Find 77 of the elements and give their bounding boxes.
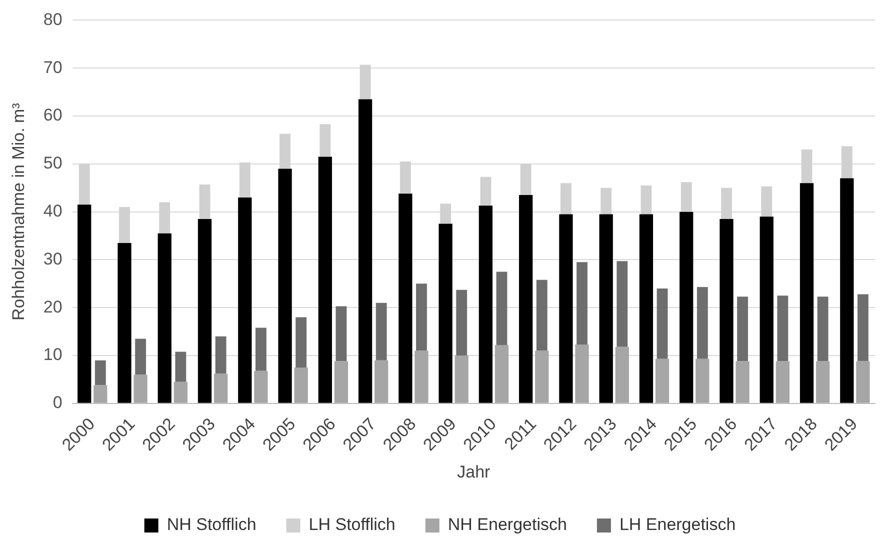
bar [816, 361, 830, 403]
bar [536, 280, 548, 351]
bar [858, 294, 868, 362]
bar [134, 374, 148, 403]
bar [318, 156, 332, 403]
bar [336, 306, 347, 362]
y-axis-title: Rohholzentnahme in Mio. m³ [8, 102, 28, 320]
bar [519, 195, 533, 403]
bar [496, 272, 508, 345]
bar [575, 344, 589, 403]
bar [94, 385, 108, 403]
bar [478, 206, 493, 403]
bar [374, 360, 388, 403]
bar [214, 374, 228, 403]
bar [576, 262, 588, 345]
y-tick-label: 20 [43, 297, 62, 316]
bar [760, 216, 774, 403]
bar [118, 242, 132, 403]
legend-label: NH Energetisch [448, 515, 567, 534]
y-tick-label: 50 [43, 154, 62, 173]
bar [696, 358, 710, 403]
bar [158, 233, 172, 403]
bar [655, 358, 670, 403]
legend-label: NH Stofflich [166, 515, 256, 534]
bar [376, 302, 387, 360]
bar [414, 350, 428, 403]
bar [599, 214, 613, 403]
bar [198, 219, 212, 403]
bar [616, 261, 628, 347]
bar [398, 194, 412, 403]
bar [639, 214, 654, 403]
bar [559, 214, 573, 403]
bar [840, 178, 854, 403]
bar [78, 204, 92, 403]
y-tick-label: 80 [43, 10, 62, 29]
bar [438, 224, 452, 403]
x-axis-title: Jahr [457, 462, 491, 482]
bar [696, 287, 708, 359]
bar [238, 197, 252, 403]
bar [720, 219, 734, 403]
bar [215, 336, 226, 374]
bar [254, 370, 268, 403]
bar [817, 296, 828, 362]
bar [777, 296, 788, 362]
bar [294, 368, 308, 403]
bar [454, 356, 468, 403]
bar [736, 361, 750, 403]
legend-label: LH Stofflich [308, 515, 396, 534]
bar [416, 284, 427, 351]
y-tick-label: 60 [43, 106, 62, 125]
bar [320, 124, 331, 157]
bar [175, 352, 186, 382]
bar [456, 290, 468, 356]
y-tick-label: 40 [43, 202, 62, 221]
bar [255, 328, 266, 371]
bar [334, 361, 348, 403]
bar [480, 176, 492, 206]
bar [296, 317, 307, 368]
bar [535, 350, 549, 403]
y-tick-label: 30 [43, 249, 62, 268]
bar [494, 344, 509, 403]
legend-label: LH Energetisch [619, 515, 736, 534]
bar [94, 360, 106, 386]
y-tick-label: 10 [43, 345, 62, 364]
y-tick-label: 70 [43, 58, 62, 77]
bar [776, 361, 790, 403]
bar [174, 382, 188, 403]
bar [737, 296, 748, 362]
bar [615, 346, 629, 403]
bar [856, 361, 870, 403]
bar [680, 212, 694, 403]
y-tick-label: 0 [52, 393, 62, 412]
bar [358, 99, 372, 403]
bar [656, 288, 668, 359]
bar [800, 183, 814, 403]
bar [135, 338, 146, 375]
bar [278, 168, 292, 403]
